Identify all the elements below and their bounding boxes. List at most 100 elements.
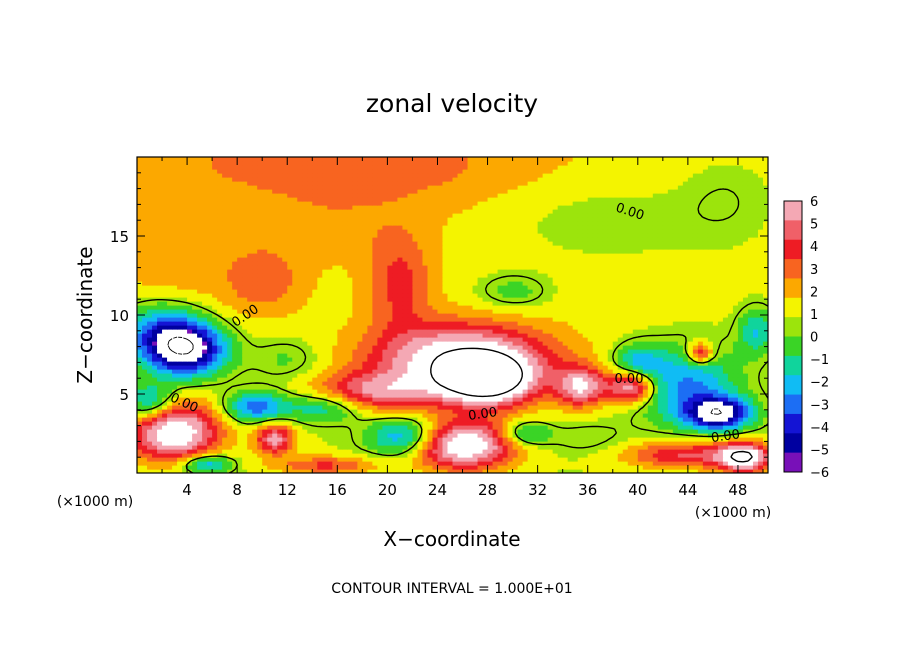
- field-cell: [557, 465, 564, 470]
- field-cell: [312, 357, 318, 362]
- field-cell: [172, 381, 178, 386]
- field-cell: [462, 345, 469, 350]
- field-cell: [217, 325, 223, 330]
- field-cell: [272, 461, 278, 466]
- field-cell: [347, 461, 353, 466]
- field-cell: [387, 357, 394, 362]
- field-cell: [652, 381, 659, 386]
- field-cell: [372, 341, 378, 346]
- field-cell: [137, 381, 143, 386]
- field-cell: [327, 313, 333, 318]
- field-cell: [252, 409, 258, 414]
- field-cell: [657, 429, 664, 434]
- field-cell: [677, 437, 684, 442]
- field-cell: [282, 413, 288, 418]
- field-cell: [482, 401, 489, 406]
- field-cell: [407, 457, 414, 462]
- field-cell: [562, 365, 569, 370]
- field-cell: [642, 385, 649, 390]
- field-cell: [682, 441, 689, 446]
- field-cell: [522, 349, 529, 354]
- field-cell: [757, 417, 764, 422]
- field-cell: [372, 445, 378, 450]
- field-cell: [232, 373, 238, 378]
- field-cell: [512, 405, 519, 410]
- field-cell: [192, 369, 198, 374]
- field-cell: [677, 397, 684, 402]
- field-cell: [182, 465, 188, 470]
- field-cell: [222, 413, 228, 418]
- field-cell: [167, 349, 173, 354]
- field-cell: [602, 465, 609, 470]
- field-cell: [692, 453, 699, 458]
- field-cell: [447, 461, 454, 466]
- field-cell: [177, 333, 183, 338]
- field-cell: [627, 333, 634, 338]
- field-cell: [632, 381, 639, 386]
- field-cell: [352, 333, 358, 338]
- field-cell: [367, 341, 373, 346]
- field-cell: [222, 365, 228, 370]
- field-cell: [167, 465, 173, 470]
- field-cell: [377, 465, 383, 470]
- field-cell: [252, 349, 258, 354]
- field-cell: [317, 349, 323, 354]
- field-cell: [172, 413, 178, 418]
- field-cell: [502, 361, 509, 366]
- field-cell: [272, 397, 278, 402]
- field-cell: [542, 325, 549, 330]
- field-cell: [152, 453, 158, 458]
- field-cell: [402, 357, 409, 362]
- field-cell: [167, 429, 173, 434]
- field-cell: [362, 337, 368, 342]
- field-cell: [622, 441, 629, 446]
- field-cell: [277, 429, 283, 434]
- field-cell: [357, 381, 363, 386]
- field-cell: [502, 341, 509, 346]
- field-cell: [462, 409, 469, 414]
- field-cell: [707, 401, 714, 406]
- field-cell: [157, 389, 163, 394]
- field-cell: [212, 465, 218, 470]
- field-cell: [272, 449, 278, 454]
- field-cell: [602, 461, 609, 466]
- field-cell: [497, 321, 504, 326]
- field-cell: [707, 409, 714, 414]
- field-cell: [252, 449, 258, 454]
- field-cell: [657, 441, 664, 446]
- field-cell: [262, 409, 268, 414]
- field-cell: [652, 457, 659, 462]
- field-cell: [322, 433, 328, 438]
- field-cell: [197, 349, 203, 354]
- field-cell: [247, 321, 253, 326]
- field-cell: [522, 357, 529, 362]
- field-cell: [542, 373, 549, 378]
- field-cell: [157, 373, 163, 378]
- field-cell: [682, 465, 689, 470]
- field-cell: [757, 445, 764, 450]
- field-cell: [342, 421, 348, 426]
- field-cell: [167, 441, 173, 446]
- field-cell: [517, 421, 524, 426]
- field-cell: [432, 377, 439, 382]
- field-cell: [457, 377, 464, 382]
- field-cell: [607, 441, 614, 446]
- field-cell: [567, 425, 574, 430]
- field-cell: [702, 417, 709, 422]
- field-cell: [367, 333, 373, 338]
- field-cell: [402, 453, 409, 458]
- field-cell: [667, 457, 674, 462]
- field-cell: [382, 393, 388, 398]
- field-cell: [652, 321, 659, 326]
- field-cell: [607, 325, 614, 330]
- field-cell: [412, 325, 419, 330]
- field-cell: [537, 457, 544, 462]
- field-cell: [377, 393, 383, 398]
- field-cell: [232, 405, 238, 410]
- field-cell: [742, 405, 749, 410]
- field-cell: [402, 405, 409, 410]
- field-cell: [262, 397, 268, 402]
- field-cell: [547, 437, 554, 442]
- field-cell: [232, 437, 238, 442]
- field-cell: [622, 321, 629, 326]
